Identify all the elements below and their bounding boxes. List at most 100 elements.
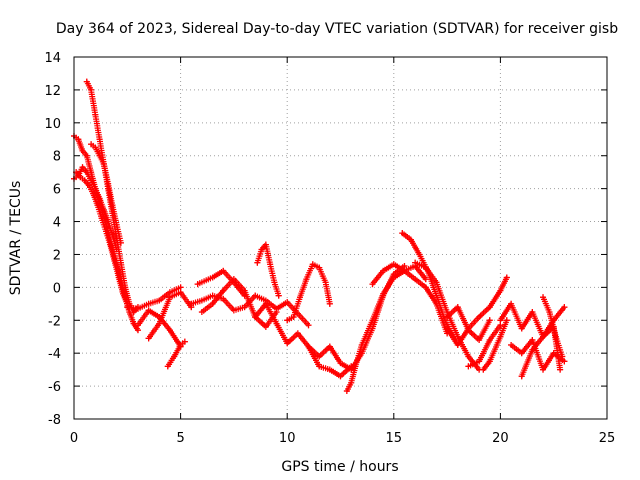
data-series — [252, 300, 355, 380]
data-point — [241, 287, 248, 294]
data-point — [145, 307, 152, 314]
data-point — [75, 136, 82, 143]
data-point — [497, 333, 504, 340]
data-point — [316, 264, 323, 271]
data-point — [85, 182, 92, 189]
data-series — [540, 294, 566, 360]
data-point — [476, 337, 483, 344]
data-point — [156, 297, 163, 304]
data-point — [322, 279, 329, 286]
data-point — [100, 207, 107, 214]
data-point — [209, 274, 216, 281]
data-point — [422, 276, 429, 283]
data-series — [480, 317, 510, 373]
data-point — [529, 346, 536, 353]
data-point — [90, 190, 97, 197]
data-point — [316, 363, 323, 370]
data-point — [75, 172, 82, 179]
data-point — [352, 363, 359, 370]
data-series — [399, 230, 457, 340]
data-point — [486, 358, 493, 365]
data-point — [561, 358, 568, 365]
data-point — [94, 202, 101, 209]
data-point — [166, 294, 173, 301]
y-tick-label: 6 — [53, 183, 61, 198]
y-tick-label: -6 — [48, 380, 61, 395]
data-point — [109, 231, 116, 238]
data-point — [326, 366, 333, 373]
plot-frame — [73, 56, 608, 420]
series-markers — [284, 261, 333, 324]
data-point — [209, 292, 216, 299]
x-tick-label: 25 — [599, 431, 616, 446]
data-point — [81, 177, 88, 184]
x-tick-label: 15 — [386, 431, 403, 446]
data-point — [96, 195, 103, 202]
data-point — [540, 294, 547, 301]
data-point — [294, 330, 301, 337]
y-tick-label: 10 — [44, 117, 61, 132]
data-point — [100, 160, 107, 167]
data-point — [111, 258, 118, 265]
data-point — [441, 317, 448, 324]
data-point — [92, 111, 99, 118]
data-point — [181, 338, 188, 345]
data-point — [486, 317, 493, 324]
data-point — [220, 295, 227, 302]
data-point — [113, 246, 120, 253]
data-point — [557, 366, 564, 373]
data-point — [105, 180, 112, 187]
data-point — [92, 185, 99, 192]
data-point — [305, 343, 312, 350]
data-point — [79, 164, 86, 171]
data-point — [337, 373, 344, 380]
data-point — [508, 300, 515, 307]
data-point — [540, 366, 547, 373]
data-point — [117, 239, 124, 246]
data-point — [284, 317, 291, 324]
y-tick-label: 8 — [53, 150, 61, 165]
data-point — [134, 322, 141, 329]
data-point — [444, 313, 451, 320]
data-point — [171, 353, 178, 360]
data-point — [284, 340, 291, 347]
data-point — [252, 313, 259, 320]
data-point — [465, 327, 472, 334]
x-tick-label: 20 — [492, 431, 509, 446]
data-point — [358, 341, 365, 348]
data-point — [105, 218, 112, 225]
data-series — [73, 169, 131, 307]
data-point — [369, 281, 376, 288]
x-tick-label: 5 — [176, 431, 184, 446]
data-point — [79, 147, 86, 154]
data-point — [444, 325, 451, 332]
data-point — [412, 276, 419, 283]
y-tick-label: -2 — [48, 314, 61, 329]
data-point — [198, 297, 205, 304]
data-point — [262, 241, 269, 248]
data-point — [198, 309, 205, 316]
data-point — [145, 300, 152, 307]
data-point — [559, 353, 566, 360]
data-series — [145, 289, 195, 342]
data-series — [134, 307, 184, 350]
data-point — [337, 360, 344, 367]
data-point — [390, 261, 397, 268]
data-point — [486, 304, 493, 311]
data-point — [166, 327, 173, 334]
data-point — [102, 228, 109, 235]
data-point — [230, 276, 237, 283]
data-point — [343, 388, 350, 395]
data-point — [503, 274, 510, 281]
series-markers — [252, 300, 355, 380]
data-point — [390, 274, 397, 281]
data-point — [230, 307, 237, 314]
data-point — [124, 304, 131, 311]
data-series — [88, 141, 124, 246]
data-point — [316, 353, 323, 360]
data-point — [88, 86, 95, 93]
y-tick-label: 14 — [44, 51, 61, 66]
data-point — [412, 259, 419, 266]
data-point — [348, 379, 355, 386]
